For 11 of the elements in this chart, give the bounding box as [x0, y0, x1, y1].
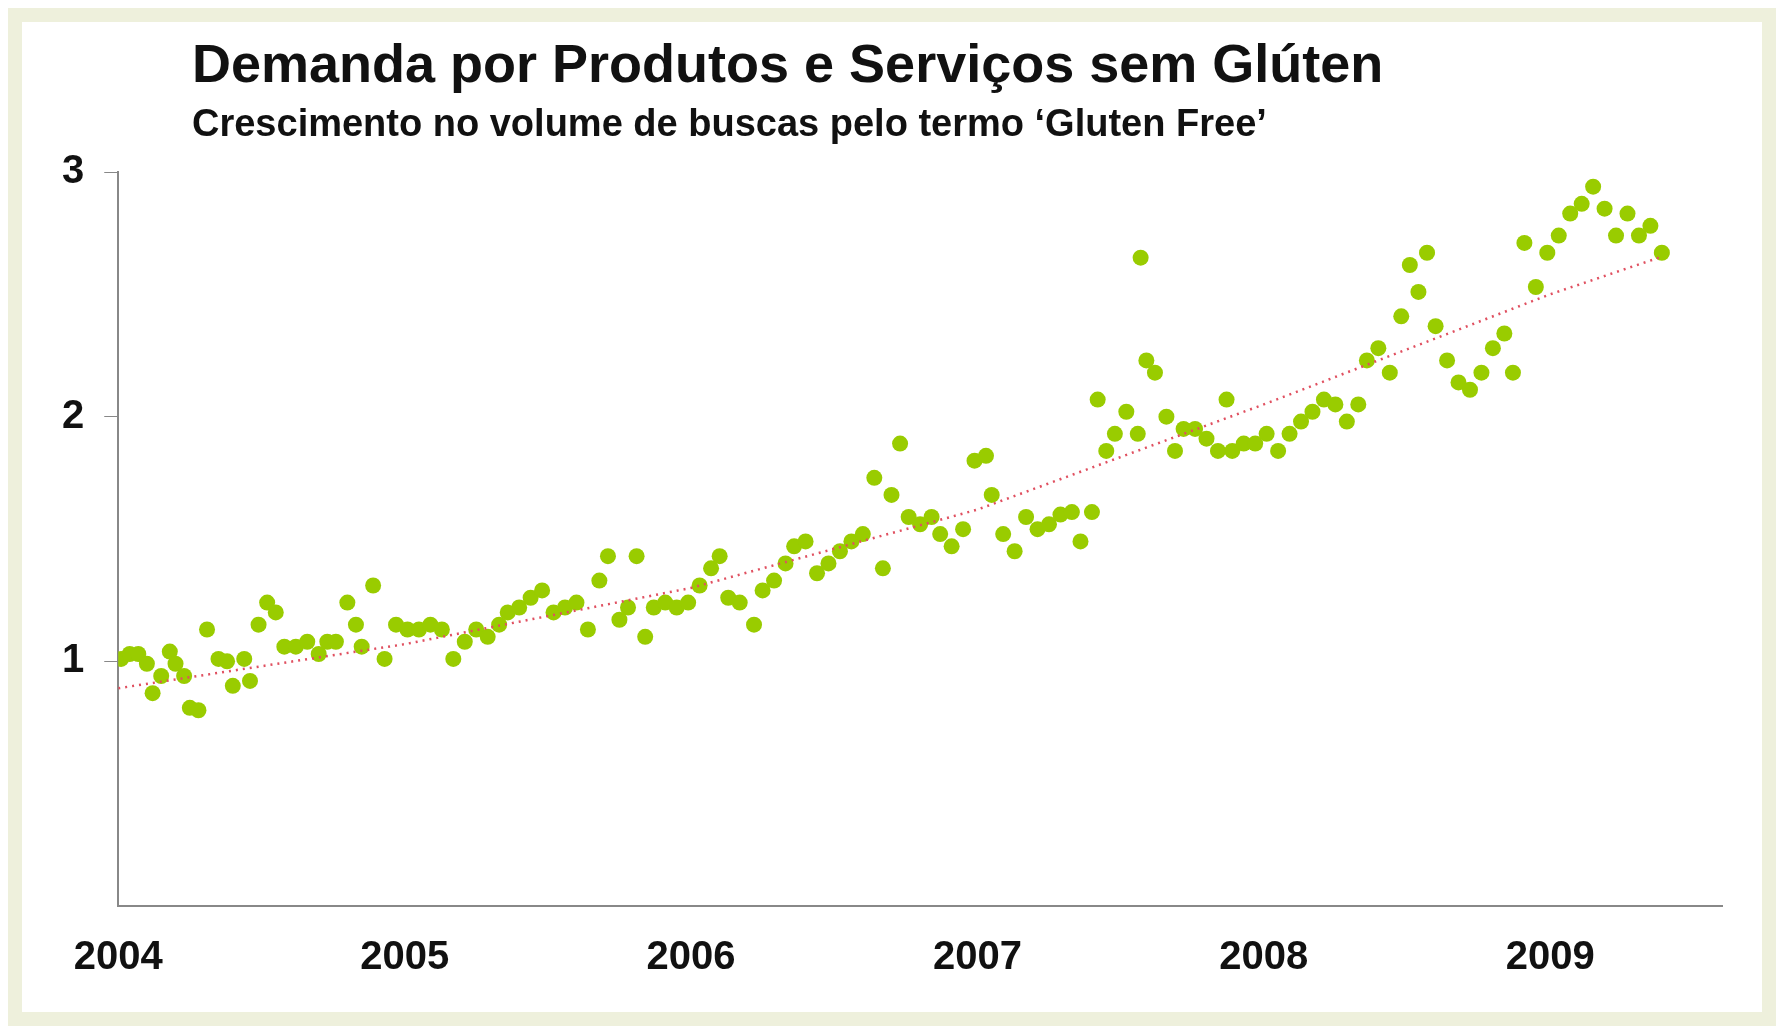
y-tick-label: 3 [62, 147, 85, 192]
y-tick-label: 1 [62, 636, 85, 681]
chart-subtitle: Crescimento no volume de buscas pelo termo ‘Gluten Free’ [192, 102, 1268, 145]
x-tick-label: 2007 [932, 933, 1022, 978]
chart-title: Demanda por Produtos e Serviços sem Glúten [192, 32, 1384, 94]
y-tick-label: 2 [62, 391, 85, 436]
x-tick-label: 2006 [646, 933, 736, 978]
x-tick-label: 2009 [1505, 933, 1595, 978]
x-tick-label: 2005 [360, 933, 450, 978]
x-tick-label: 2008 [1219, 933, 1309, 978]
x-tick-label: 2004 [73, 933, 164, 978]
